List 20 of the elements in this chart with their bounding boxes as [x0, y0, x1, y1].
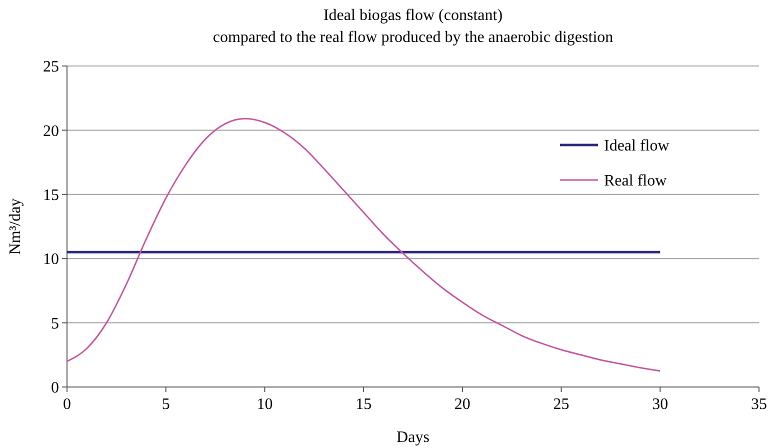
y-tick-label: 15 [43, 187, 59, 204]
y-tick-label: 20 [43, 122, 59, 140]
x-tick-label: 35 [751, 396, 767, 413]
y-tick-label: 5 [51, 315, 59, 332]
y-tick-label: 10 [43, 251, 59, 268]
chart-title: Ideal biogas flow (constant) [323, 7, 503, 24]
x-axis-title: Days [396, 429, 430, 446]
y-tick-label: 0 [51, 380, 59, 397]
x-tick-label: 30 [652, 396, 668, 413]
chart-subtitle: compared to the real flow produced by the anaerobic digestion [212, 29, 614, 46]
x-tick-label: 10 [256, 396, 273, 413]
x-tick-label: 5 [162, 396, 170, 413]
x-tick-label: 25 [553, 396, 570, 413]
y-tick-label: 25 [43, 58, 59, 76]
x-tick-label: 0 [63, 396, 71, 413]
legend-label: Real flow [604, 172, 668, 190]
x-tick-label: 15 [356, 396, 372, 413]
legend-label: Ideal flow [604, 138, 670, 155]
y-axis-title: Nm³/day [7, 198, 24, 255]
x-tick-label: 20 [454, 396, 470, 413]
